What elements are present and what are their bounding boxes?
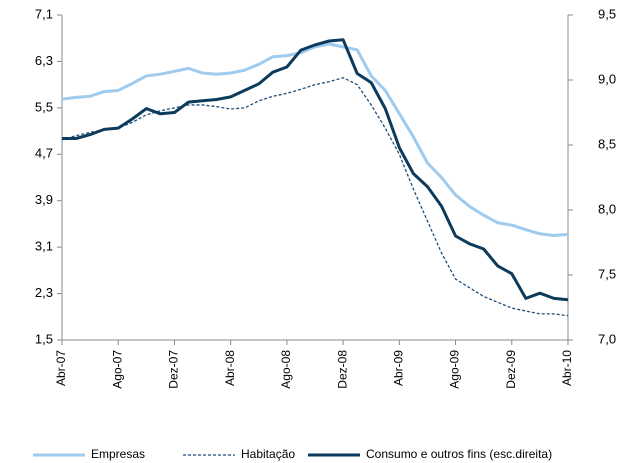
x-tick-label: Ago-09 [448,350,462,389]
x-tick-label: Dez-08 [335,350,349,389]
y-tick-label: 5,5 [35,99,53,114]
y-tick-label: 6,3 [35,53,53,68]
y-tick-label: 1,5 [35,331,53,346]
y2-tick-label: 9,5 [598,6,616,21]
series-line [61,77,569,317]
y-tick-label: 3,1 [35,239,53,254]
y-tick-label: 3,9 [35,192,53,207]
series-line [61,42,569,238]
y-tick-label: 4,7 [35,146,53,161]
series-line [62,38,569,302]
y2-tick-label: 7,0 [598,331,616,346]
x-tick-label: Abr-07 [54,350,68,386]
x-tick-label: Dez-07 [167,350,181,389]
y2-tick-label: 8,5 [598,136,616,151]
x-tick-label: Dez-09 [504,350,518,389]
legend-label: Consumo e outros fins (esc.direita) [366,447,552,461]
x-tick-label: Abr-10 [560,350,574,386]
y2-tick-label: 8,0 [598,201,616,216]
x-tick-label: Ago-07 [110,350,124,389]
y2-tick-label: 9,0 [598,71,616,86]
legend-label: Habitação [241,447,295,461]
x-tick-label: Abr-08 [223,350,237,386]
y2-tick-label: 7,5 [598,266,616,281]
y-tick-label: 2,3 [35,285,53,300]
x-tick-label: Abr-09 [392,350,406,386]
y-tick-label: 7,1 [35,6,53,21]
x-tick-label: Ago-08 [279,350,293,389]
legend-label: Empresas [91,447,145,461]
